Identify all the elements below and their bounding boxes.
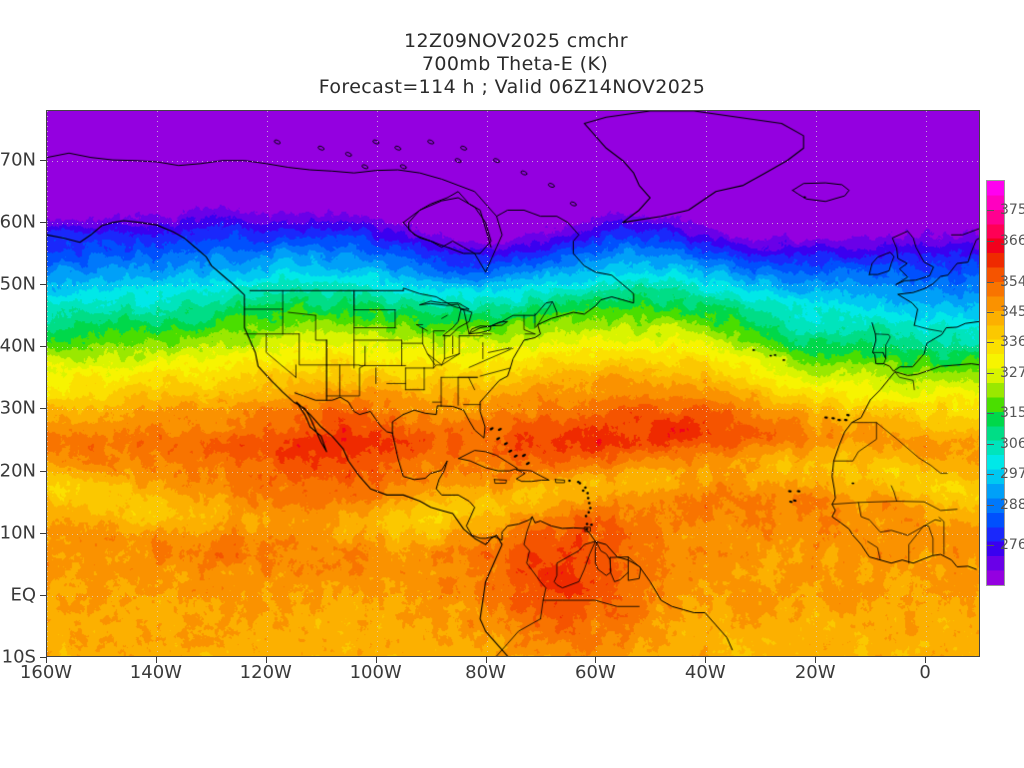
y-axis-tick [40,284,46,286]
colorbar-tick [987,342,994,344]
colorbar-tick-label: 315 [1000,405,1024,422]
y-axis-label: 70N [0,149,36,171]
x-axis-tick [46,657,47,663]
y-axis-tick [40,532,46,534]
colorbar-tick-label: 288 [1000,496,1024,513]
y-axis-tick [40,221,46,223]
colorbar-tick [987,281,994,283]
colorbar-tick [987,504,994,506]
colorbar-tick [987,240,994,242]
x-axis-tick [155,657,157,663]
colorbar-tick-label: 345 [1000,303,1024,320]
title-line-run: 12Z09NOV2025 cmchr [403,30,629,52]
colorbar-tick [987,413,994,415]
y-axis-tick [40,408,46,410]
colorbar-tick-label: 354 [1000,273,1024,290]
y-axis-label: 40N [0,335,36,357]
y-axis-label: 10N [0,522,36,544]
x-axis-tick [925,657,927,663]
colorbar-tick-label: 375 [1000,202,1024,219]
y-axis-label: EQ [10,584,36,606]
y-axis-tick [40,470,46,472]
colorbar-tick [987,311,994,313]
x-axis-label: 120W [239,662,292,683]
colorbar-tick [987,474,994,476]
theta-e-field [47,111,979,656]
x-axis-label: 40W [684,662,726,683]
x-axis-label: 100W [349,662,402,683]
colorbar-tick-label: 297 [1000,466,1024,483]
y-axis-label: 20N [0,460,36,482]
y-axis-label: 50N [0,273,36,295]
y-axis-label: 30N [0,397,36,419]
colorbar-tick-label: 336 [1000,334,1024,351]
title-line-forecast: Forecast=114 h ; Valid 06Z14NOV2025 [318,76,706,98]
title-line-variable: 700mb Theta-E (K) [421,53,609,75]
y-axis-tick [40,594,46,596]
y-axis-label: 10S [1,646,36,668]
colorbar-tick-label: 366 [1000,232,1024,249]
y-axis-label: 60N [0,211,36,233]
x-axis-label: 160W [19,662,73,683]
x-axis-tick [815,657,817,663]
x-axis-tick [595,657,597,663]
x-axis-tick [265,657,267,663]
y-axis-tick [40,346,46,348]
colorbar-tick-label: 327 [1000,364,1024,381]
x-axis-tick [485,657,487,663]
x-axis-label: 0 [919,662,931,683]
colorbar-tick-label: 306 [1000,435,1024,452]
colorbar-tick [987,372,994,374]
chart-title-block: 12Z09NOV2025 cmchr 700mb Theta-E (K) For… [0,30,1024,99]
x-axis-label: 20W [794,662,836,683]
x-axis-tick [705,657,707,663]
colorbar-tick [987,443,994,445]
x-axis-label: 140W [129,662,182,683]
x-axis-tick [375,657,377,663]
map-plot-area[interactable] [46,110,980,657]
colorbar-tick [987,210,994,212]
x-axis-label: 60W [575,662,616,683]
y-axis-tick [40,657,46,658]
colorbar-tick [987,545,994,547]
theta-e-raster [47,111,979,656]
y-axis-tick [40,159,46,161]
colorbar-tick-label: 276 [1000,537,1024,554]
x-axis-label: 80W [465,662,506,683]
